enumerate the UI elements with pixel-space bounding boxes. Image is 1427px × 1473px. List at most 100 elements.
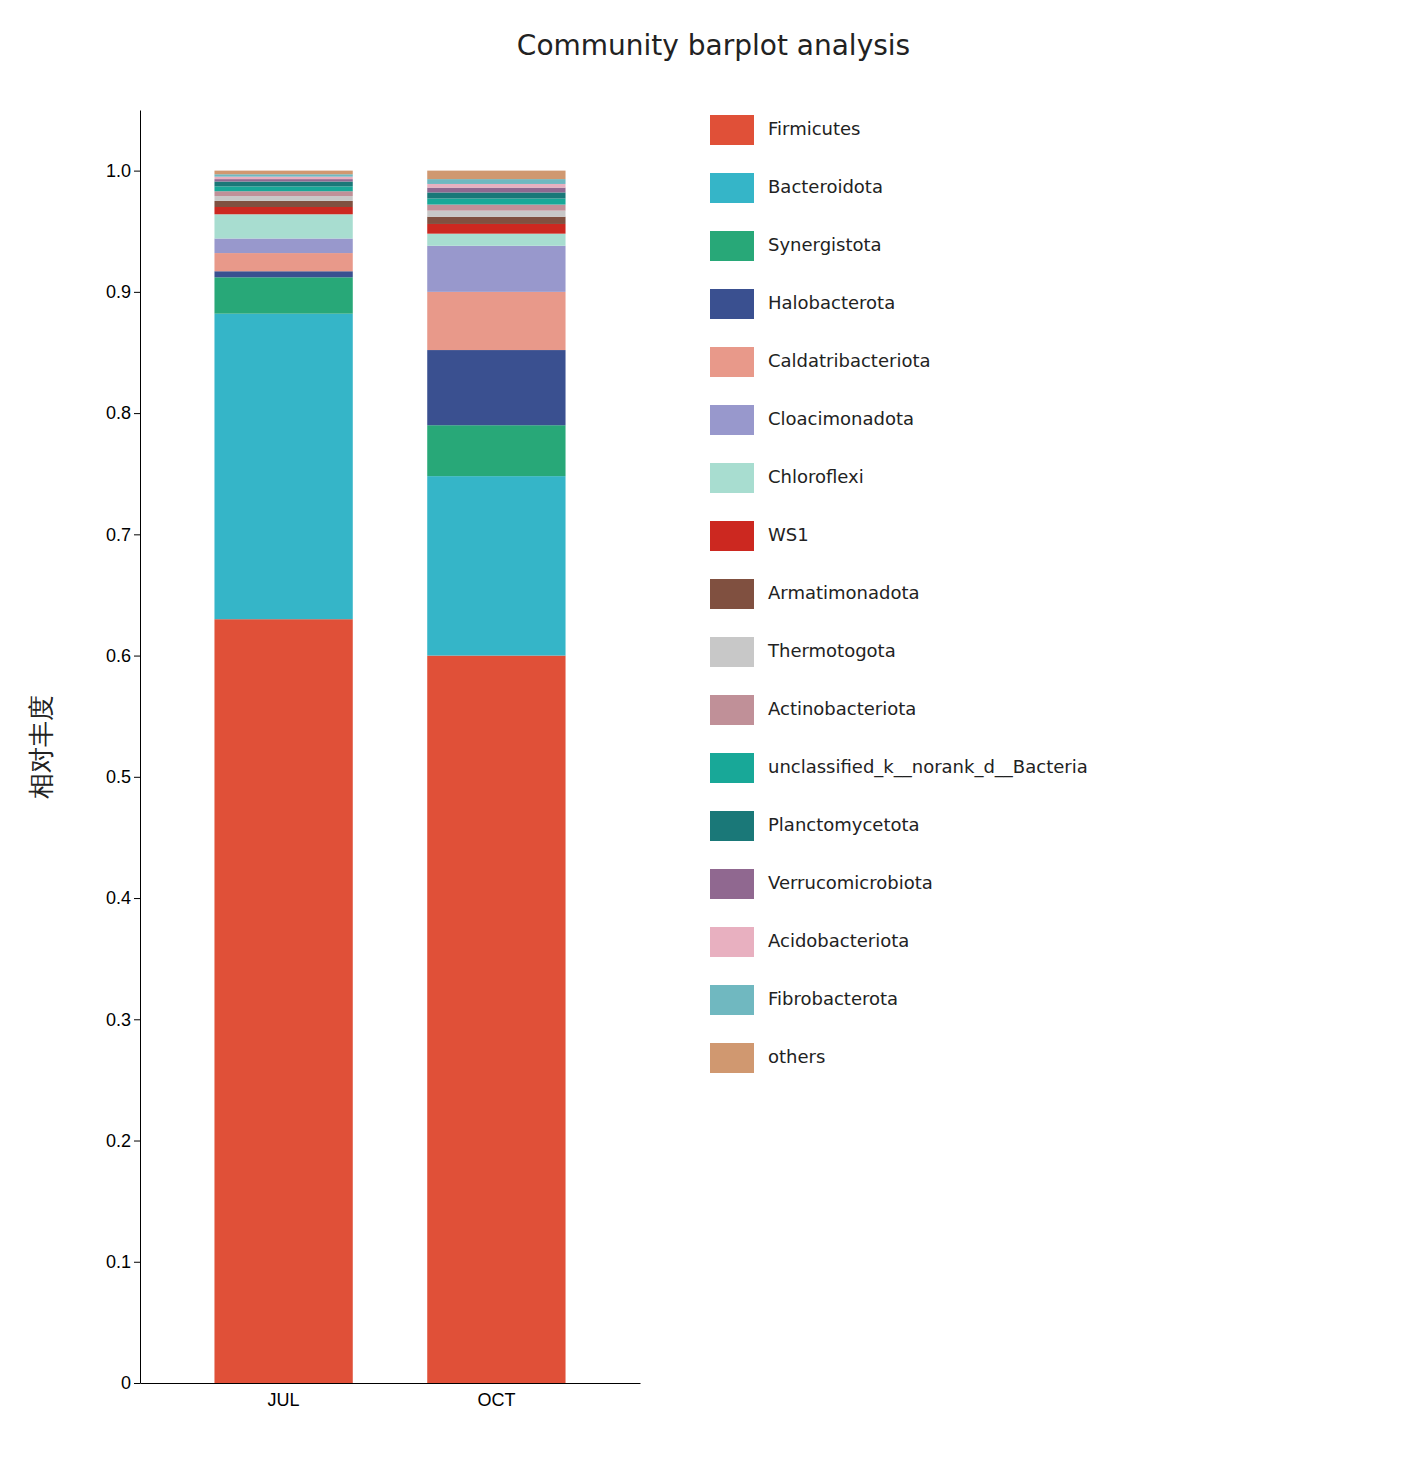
bar-segment [427, 205, 565, 211]
legend-swatch [710, 811, 754, 841]
bar-segment [214, 619, 352, 1383]
bar-segment [214, 201, 352, 207]
legend-item: Halobacterota [710, 289, 895, 319]
legend-label: Bacteroidota [768, 176, 883, 197]
legend-swatch [710, 927, 754, 957]
bar-segment [427, 217, 565, 224]
title: Community barplot analysis [517, 29, 910, 62]
bar-segment [427, 171, 565, 179]
legend-label: Thermotogota [767, 640, 896, 661]
legend-label: Acidobacteriota [768, 930, 909, 951]
series [214, 619, 565, 1383]
bar-segment [214, 174, 352, 176]
legend-swatch [710, 289, 754, 319]
y-axis: 00.10.20.30.40.50.60.70.80.91.0 [106, 111, 141, 1394]
legend-label: Planctomycetota [768, 814, 920, 835]
bar-segment [427, 656, 565, 1383]
axis-line [140, 111, 141, 1384]
series [214, 214, 565, 246]
series [214, 186, 565, 204]
bar-segment [214, 314, 352, 620]
bar-segment [427, 350, 565, 425]
legend-swatch [710, 637, 754, 667]
tick-label: 1.0 [106, 161, 131, 181]
axis-title: 相对丰度 [26, 695, 56, 799]
bar-segment [214, 214, 352, 238]
legend-item: Bacteroidota [710, 173, 883, 203]
legend-label: Actinobacteriota [768, 698, 916, 719]
bar-segment [427, 192, 565, 198]
tick: 0.7 [106, 525, 140, 545]
tick-mark [134, 1383, 140, 1384]
chart: Community barplot analysis00.10.20.30.40… [0, 0, 1427, 1473]
tick-mark [134, 292, 140, 293]
legend-label: Caldatribacteriota [768, 350, 931, 371]
legend-item: Thermotogota [710, 637, 896, 667]
legend-swatch [710, 579, 754, 609]
tick: 1.0 [106, 161, 140, 181]
series [214, 182, 565, 199]
legend-swatch [710, 405, 754, 435]
legend-swatch [710, 231, 754, 261]
legend-label: Cloacimonadota [768, 408, 914, 429]
legend-item: Armatimonadota [710, 579, 920, 609]
legend-swatch [710, 753, 754, 783]
bar-segment [214, 196, 352, 201]
legend-item: Fibrobacterota [710, 985, 898, 1015]
series [214, 171, 565, 179]
legend-swatch [710, 985, 754, 1015]
legend-item: Firmicutes [710, 115, 860, 145]
legend-item: Acidobacteriota [710, 927, 909, 957]
tick-mark [134, 1019, 140, 1020]
tick: 0.2 [106, 1131, 140, 1151]
tick-mark [134, 1262, 140, 1263]
legend-swatch [710, 521, 754, 551]
legend-label: Halobacterota [768, 292, 895, 313]
tick-mark [134, 413, 140, 414]
bar-segment [427, 184, 565, 188]
legend-label: unclassified_k__norank_d__Bacteria [768, 756, 1088, 778]
bars [214, 171, 565, 1383]
legend-label: Fibrobacterota [768, 988, 898, 1009]
tick-label: 0 [121, 1373, 131, 1393]
legend-swatch [710, 347, 754, 377]
tick-label: 0.6 [106, 646, 131, 666]
tick-label: 0.9 [106, 282, 131, 302]
series [214, 207, 565, 234]
legend-item: others [710, 1043, 825, 1073]
legend-item: Synergistota [710, 231, 882, 261]
bar-segment [214, 253, 352, 271]
bar-segment [427, 234, 565, 246]
bar-segment [427, 188, 565, 193]
tick-label: 0.5 [106, 767, 131, 787]
tick-label: 0.4 [106, 888, 131, 908]
legend-item: Verrucomicrobiota [710, 869, 933, 899]
bar-segment [214, 179, 352, 181]
tick-label: 0.3 [106, 1010, 131, 1030]
bar-segment [214, 177, 352, 179]
legend-item: WS1 [710, 521, 809, 551]
x-axis: JUL OCT [141, 1384, 641, 1410]
legend-swatch [710, 173, 754, 203]
tick: OCT [477, 1390, 515, 1410]
tick-label: JUL [268, 1390, 300, 1410]
legend-item: Cloacimonadota [710, 405, 914, 435]
tick: 0.4 [106, 888, 140, 908]
series [214, 191, 565, 210]
legend: Firmicutes Bacteroidota Synergistota Haloba… [710, 115, 1088, 1073]
legend-swatch [710, 869, 754, 899]
tick: 0 [121, 1373, 140, 1393]
legend-label: Firmicutes [768, 118, 860, 139]
bar-segment [427, 224, 565, 234]
series [214, 179, 565, 192]
legend-swatch [710, 695, 754, 725]
bar-segment [214, 239, 352, 254]
bar-segment [427, 476, 565, 655]
bar-segment [427, 179, 565, 184]
bar-segment [214, 277, 352, 313]
legend-item: unclassified_k__norank_d__Bacteria [710, 753, 1088, 783]
tick-label: 0.8 [106, 403, 131, 423]
bar-segment [214, 182, 352, 187]
bar-segment [427, 246, 565, 292]
tick-mark [134, 777, 140, 778]
